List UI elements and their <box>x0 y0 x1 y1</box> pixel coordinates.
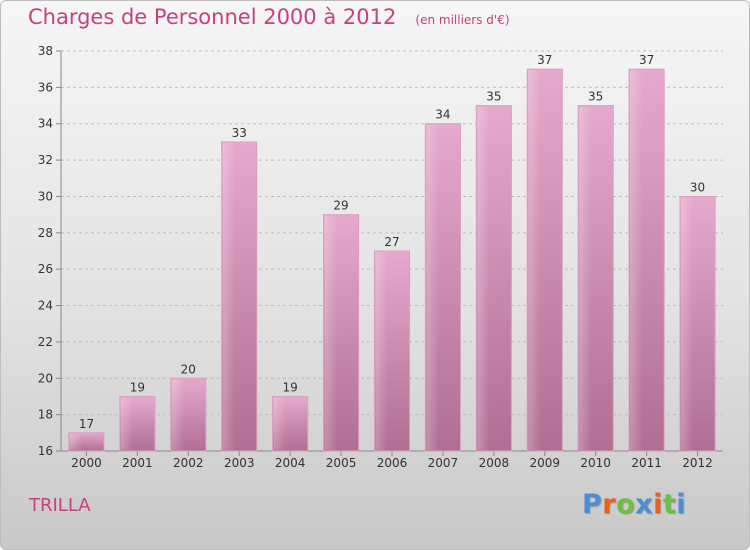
bar-highlight <box>69 433 83 450</box>
bar-value-label: 35 <box>486 90 501 104</box>
place-name: TRILLA <box>29 495 91 516</box>
bar-highlight <box>579 106 592 450</box>
x-tick-label: 2009 <box>529 456 560 470</box>
y-tick-label: 20 <box>38 371 53 385</box>
x-tick-label: 2007 <box>428 456 459 470</box>
bar-layer <box>68 68 716 452</box>
y-tick-label: 32 <box>38 153 53 167</box>
bar-value-label: 30 <box>690 180 705 194</box>
logo-letter: x <box>635 489 654 520</box>
bar-highlight <box>630 70 643 450</box>
bar-value-label: 19 <box>130 380 145 394</box>
x-tick-label: 2010 <box>580 456 611 470</box>
x-tick-label: 2001 <box>122 456 153 470</box>
chart-unit-label: (en milliers d'€) <box>415 13 510 27</box>
bar-value-label: 19 <box>283 380 298 394</box>
bar-highlight <box>273 397 286 450</box>
y-tick-label: 28 <box>38 226 53 240</box>
logo-letter: o <box>616 489 636 520</box>
bar-value-label: 35 <box>588 90 603 104</box>
bar-highlight <box>477 106 490 450</box>
bar-highlight <box>375 252 388 450</box>
logo-letter: i <box>676 489 687 520</box>
x-tick-label: 2008 <box>479 456 510 470</box>
x-tick-label: 2004 <box>275 456 306 470</box>
bar-value-label: 27 <box>384 235 399 249</box>
bar-value-label: 37 <box>537 53 552 67</box>
y-tick-label: 26 <box>38 262 53 276</box>
x-tick-label: 2006 <box>377 456 408 470</box>
y-tick-label: 22 <box>38 335 53 349</box>
bar-value-label: 37 <box>639 53 654 67</box>
y-tick-label: 24 <box>38 299 53 313</box>
bar-highlight <box>680 197 694 450</box>
logo-letter: r <box>602 489 617 520</box>
label-layer: 17 2000 19 2001 20 2002 33 2003 19 2004 29 2005 27 20… <box>71 53 713 470</box>
bar-highlight <box>222 142 235 450</box>
bar-value-label: 29 <box>333 199 348 213</box>
bar-highlight <box>120 397 134 450</box>
y-tick-label: 16 <box>38 444 53 458</box>
bar-highlight <box>528 70 541 450</box>
x-tick-label: 2002 <box>173 456 204 470</box>
logo-letter: i <box>653 489 663 520</box>
x-tick-label: 2011 <box>631 456 662 470</box>
bar-highlight <box>171 379 185 450</box>
x-tick-label: 2003 <box>224 456 255 470</box>
bar-highlight <box>426 124 439 451</box>
bar-value-label: 34 <box>435 108 450 122</box>
y-tick-label: 34 <box>38 117 53 131</box>
x-tick-label: 2005 <box>326 456 357 470</box>
logo-letter: P <box>582 489 603 520</box>
bar-value-label: 33 <box>232 126 247 140</box>
title-row: Charges de Personnel 2000 à 2012 (en mil… <box>28 5 510 29</box>
y-tick-label: 36 <box>38 80 53 94</box>
chart-title: Charges de Personnel 2000 à 2012 <box>28 5 397 29</box>
y-tick-label: 38 <box>38 44 53 58</box>
proxiti-logo[interactable]: Proxiti <box>582 489 686 520</box>
bar-value-label: 17 <box>79 417 94 431</box>
y-tick-label: 30 <box>38 189 53 203</box>
bar-value-label: 20 <box>181 362 196 376</box>
x-tick-label: 2012 <box>682 456 713 470</box>
logo-letter: t <box>662 489 677 520</box>
y-tick-label: 18 <box>38 408 53 422</box>
x-tick-label: 2000 <box>71 456 102 470</box>
bar-highlight <box>324 215 337 450</box>
